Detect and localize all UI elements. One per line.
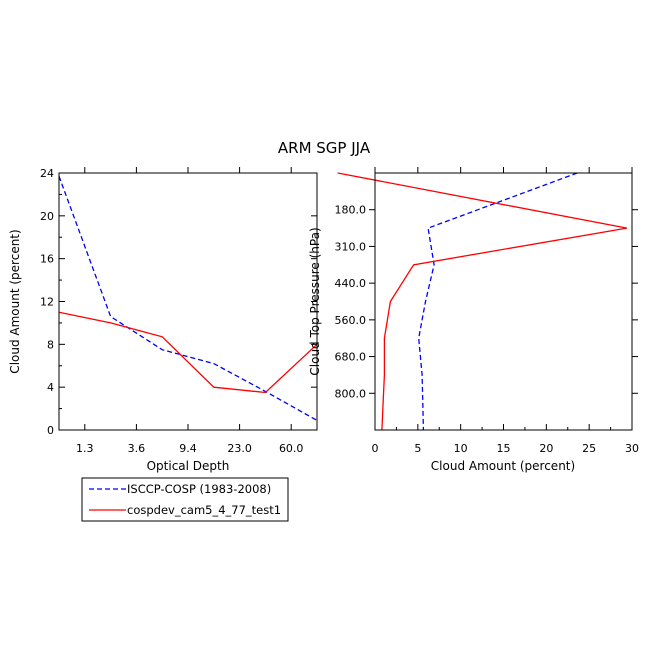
legend: ISCCP-COSP (1983-2008) cospdev_cam5_4_77… — [81, 477, 289, 522]
right-x-tick-label: 30 — [625, 442, 639, 455]
left-x-axis-label: Optical Depth — [147, 459, 230, 473]
right-x-tick-label: 10 — [454, 442, 468, 455]
left-y-axis-label: Cloud Amount (percent) — [8, 229, 22, 373]
right-x-tick-label: 5 — [414, 442, 421, 455]
right-y-tick-label: 800.0 — [335, 387, 367, 400]
right-y-tick-label: 310.0 — [335, 240, 367, 253]
left-x-tick-label: 9.4 — [179, 442, 197, 455]
right-plot-frame — [374, 172, 633, 431]
right-panel: 0 5 10 15 20 25 30 180.0 310.0 440.0 560.0 680.0 800… — [308, 167, 639, 473]
left-y-tick-label: 24 — [40, 167, 54, 180]
legend-box — [81, 477, 289, 522]
left-y-tick-label: 12 — [40, 296, 54, 309]
chart-title: ARM SGP JJA — [278, 139, 371, 157]
left-x-tick-label: 3.6 — [128, 442, 146, 455]
left-series-cam5 — [58, 311, 318, 394]
left-series-isccp — [58, 175, 318, 421]
right-x-tick-label: 25 — [582, 442, 596, 455]
left-y-tick-label: 0 — [47, 424, 54, 437]
left-x-tick-label: 23.0 — [227, 442, 252, 455]
right-x-tick-label: 20 — [539, 442, 553, 455]
right-y-tick-label: 180.0 — [335, 204, 367, 217]
left-plot-frame — [58, 172, 318, 431]
left-y-tick-label: 4 — [47, 381, 54, 394]
left-y-tick-label: 16 — [40, 253, 54, 266]
right-series-isccp — [418, 172, 578, 431]
right-x-tick-label: 0 — [372, 442, 379, 455]
right-series-cam5 — [337, 172, 628, 431]
left-y-tick-label: 8 — [47, 338, 54, 351]
right-y-tick-label: 680.0 — [335, 351, 367, 364]
left-x-tick-label: 60.0 — [279, 442, 304, 455]
left-panel: 0 4 8 12 16 20 24 1.3 3.6 9.4 23.0 60.0 Optical Dep… — [8, 167, 318, 473]
left-y-tick-label: 20 — [40, 210, 54, 223]
right-x-tick-label: 15 — [497, 442, 511, 455]
left-x-tick-label: 1.3 — [76, 442, 94, 455]
right-x-axis-label: Cloud Amount (percent) — [431, 459, 575, 473]
right-y-tick-label: 440.0 — [335, 277, 367, 290]
right-y-axis-label: Cloud Top Pressure (hPa) — [308, 227, 322, 375]
right-y-tick-label: 560.0 — [335, 314, 367, 327]
legend-label-isccp: ISCCP-COSP (1983-2008) — [127, 482, 271, 496]
legend-label-cam5: cospdev_cam5_4_77_test1 — [127, 503, 281, 517]
